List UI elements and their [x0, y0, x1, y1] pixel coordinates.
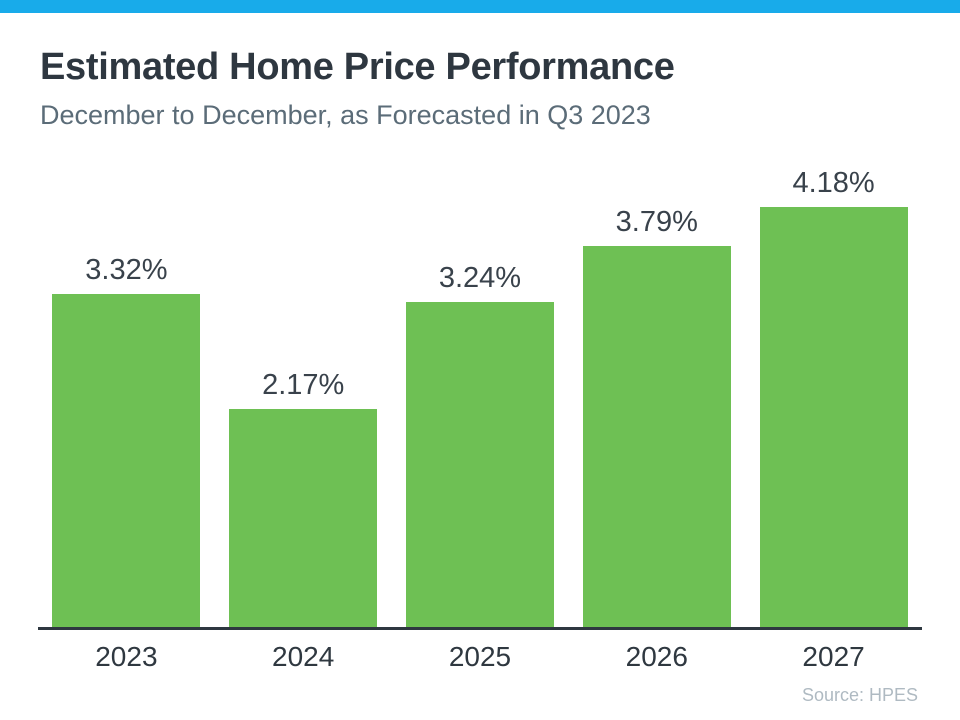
bar-group-2027: 4.18% — [746, 169, 922, 627]
bar-value-label: 3.24% — [438, 262, 522, 294]
x-axis-label-2024: 2024 — [272, 641, 335, 672]
bar-2024 — [229, 409, 378, 627]
bar-2027 — [759, 207, 908, 627]
bar-value-label: 4.18% — [792, 167, 875, 199]
bar-2025 — [405, 302, 554, 627]
source-attribution: Source: HPES — [801, 685, 918, 705]
page-title: Estimated Home Price Performance — [40, 46, 675, 88]
bar-group-2026: 3.79% — [569, 208, 745, 627]
bar-group-2025: 3.24% — [392, 264, 568, 627]
x-axis-label-2023: 2023 — [95, 641, 158, 672]
bar-value-label: 2.17% — [262, 369, 345, 401]
bar-2026 — [582, 246, 731, 627]
bar-value-label: 3.79% — [615, 206, 698, 238]
x-axis-label-2026: 2026 — [625, 641, 688, 672]
x-axis-label-2025: 2025 — [448, 641, 512, 672]
chart-plot-area: 3.32% 2.17% 3.24% 3.79% 4.18% — [38, 165, 922, 627]
x-axis-labels: 2023 2024 2025 2026 2027 — [38, 643, 922, 671]
bar-2023 — [52, 294, 201, 627]
bar-group-2023: 3.32% — [38, 256, 214, 627]
x-axis-line — [38, 627, 922, 630]
bar-group-2024: 2.17% — [215, 371, 391, 627]
x-axis-label-2027: 2027 — [802, 641, 865, 672]
bar-chart: 3.32% 2.17% 3.24% 3.79% 4.18% 2023 2024 2025 20… — [38, 165, 922, 671]
page-subtitle: December to December, as Forecasted in Q… — [40, 100, 651, 130]
top-accent-bar — [0, 0, 960, 13]
bar-value-label: 3.32% — [85, 254, 168, 286]
